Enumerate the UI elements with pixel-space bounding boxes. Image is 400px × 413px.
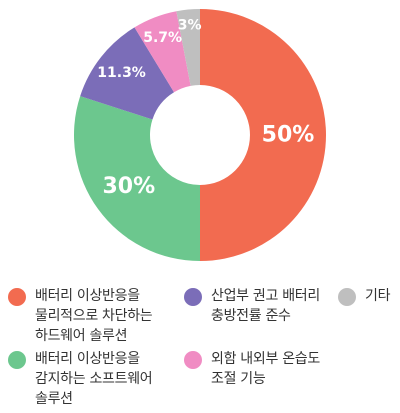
legend-swatch-charge-rate <box>184 288 202 306</box>
legend-swatch-other <box>338 288 356 306</box>
legend-label-charge-rate: 산업부 권고 배터리 충방전률 준수 <box>211 288 320 324</box>
data-label-other: 3% <box>178 17 202 33</box>
legend-item-hardware: 배터리 이상반응을 물리적으로 차단하는 하드웨어 솔루션 <box>8 286 153 346</box>
data-label-humidity: 5.7% <box>143 30 182 46</box>
slice-other <box>176 9 200 86</box>
data-label-software: 30% <box>102 174 155 199</box>
donut-chart: 50% 30% 11.3% 5.7%3% <box>73 9 326 262</box>
legend-label-humidity: 외함 내외부 온습도 조절 기능 <box>211 351 320 387</box>
legend-item-humidity: 외함 내외부 온습도 조절 기능 <box>184 349 320 389</box>
legend-swatch-software <box>8 351 26 369</box>
legend-item-software: 배터리 이상반응을 감지하는 소프트웨어 솔루션 <box>8 349 153 409</box>
slice-humidity <box>134 11 191 93</box>
data-label-charge-rate: 11.3% <box>97 65 146 81</box>
slice-charge-rate <box>80 27 175 120</box>
legend: 배터리 이상반응을 물리적으로 차단하는 하드웨어 솔루션 배터리 이상반응을 … <box>0 280 400 413</box>
legend-item-charge-rate: 산업부 권고 배터리 충방전률 준수 <box>184 286 320 326</box>
slice-hardware <box>200 9 326 261</box>
legend-swatch-humidity <box>184 351 202 369</box>
legend-label-other: 기타 <box>365 288 391 304</box>
legend-label-software: 배터리 이상반응을 감지하는 소프트웨어 솔루션 <box>35 351 153 407</box>
slice-software <box>73 96 200 262</box>
legend-swatch-hardware <box>8 288 26 306</box>
legend-label-hardware: 배터리 이상반응을 물리적으로 차단하는 하드웨어 솔루션 <box>35 288 153 344</box>
data-label-hardware: 50% <box>262 123 315 148</box>
legend-item-other: 기타 <box>338 286 390 306</box>
